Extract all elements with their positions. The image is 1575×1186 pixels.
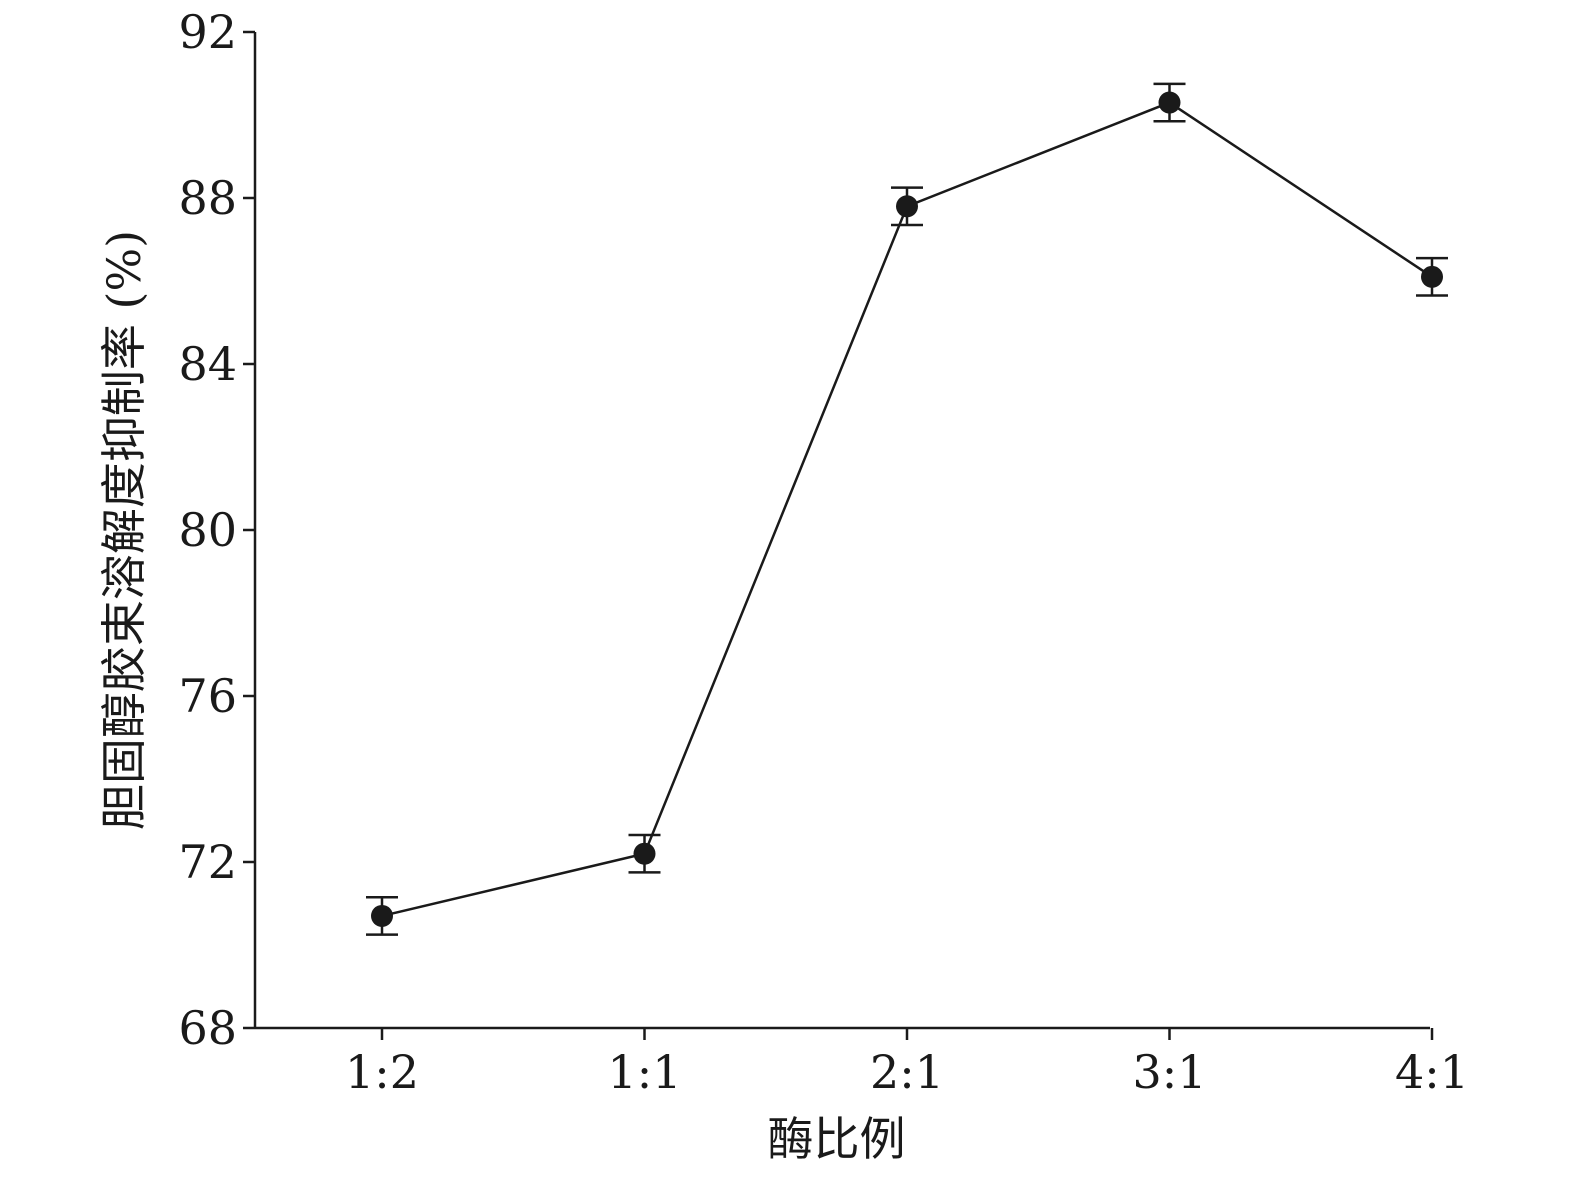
data-point (896, 195, 918, 218)
data-point (1421, 265, 1443, 288)
y-tick-label: 76 (178, 669, 237, 723)
data-point (1158, 91, 1181, 114)
x-axis-title: 酶比例 (768, 1112, 906, 1166)
data-point (633, 842, 656, 865)
axes (253, 32, 1430, 1030)
x-tick-label: 3:1 (1132, 1045, 1206, 1099)
x-tick-label: 4:1 (1395, 1045, 1469, 1099)
x-tick-label: 1:1 (607, 1045, 681, 1099)
y-tick-label: 80 (178, 503, 237, 557)
y-tick-label: 72 (178, 835, 237, 889)
y-tick-label: 84 (178, 337, 237, 391)
y-tick-label: 68 (178, 1001, 237, 1055)
y-tick-label: 88 (178, 171, 237, 225)
series-layer (366, 82, 1448, 936)
y-axis-title: 胆固醇胶束溶解度抑制率 (%) (97, 230, 151, 830)
x-tick-label: 1:2 (345, 1045, 419, 1099)
y-tick-label: 92 (178, 5, 237, 59)
x-ticks: 1:2 1:1 2:1 3:1 4:1 (345, 1028, 1469, 1099)
data-point (371, 904, 393, 927)
y-ticks: 68 72 76 80 84 88 92 (178, 5, 255, 1055)
x-tick-label: 2:1 (870, 1045, 944, 1099)
